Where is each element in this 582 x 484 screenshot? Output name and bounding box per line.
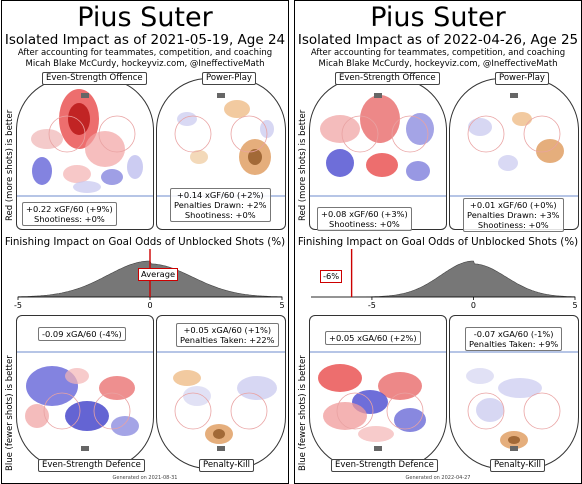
credit-line-2: Micah Blake McCurdy, hockeyviz.com, @Ine… bbox=[25, 59, 265, 69]
power-play-stat: +0.14 xGF/60 (+2%) Penalties Drawn: +2% Sh… bbox=[170, 188, 271, 222]
ev-offence-rink bbox=[309, 78, 447, 230]
ev-offence-label: Even-Strength Offence bbox=[335, 72, 440, 85]
penalty-kill-heatmap bbox=[157, 351, 285, 451]
ev-offence-stat: +0.08 xGF/60 (+3%) Shootiness: +0% bbox=[317, 207, 412, 231]
power-play-label: Power-Play bbox=[202, 72, 256, 85]
power-play-label: Power-Play bbox=[495, 72, 549, 85]
player-name: Pius Suter bbox=[370, 2, 506, 33]
ev-defence-label: Even-Strength Defence bbox=[331, 459, 438, 472]
ev-defence-heatmap bbox=[310, 351, 446, 451]
credit-line-2: Micah Blake McCurdy, hockeyviz.com, @Ine… bbox=[318, 59, 558, 69]
player-name: Pius Suter bbox=[77, 2, 213, 33]
generated-note: Generated on 2022-04-27 bbox=[405, 475, 471, 481]
card-2022: Pius Suter Isolated Impact as of 2022-04… bbox=[294, 0, 582, 484]
power-play-heatmap bbox=[450, 93, 578, 197]
ev-offence-heatmap bbox=[310, 93, 446, 197]
finishing-marker-label: -6% bbox=[320, 270, 343, 283]
finishing-marker-label: Average bbox=[138, 268, 179, 281]
credit-line-1: After accounting for teammates, competit… bbox=[310, 48, 566, 58]
density-area bbox=[311, 260, 576, 298]
y-label-bottom: Blue (fewer shots) is better bbox=[5, 355, 15, 471]
finishing-title: Finishing Impact on Goal Odds of Unblock… bbox=[4, 236, 286, 248]
ev-defence-label: Even-Strength Defence bbox=[38, 459, 145, 472]
finishing-distribution-chart: -5 0 5 bbox=[311, 249, 578, 309]
x-tick-label: -5 bbox=[14, 301, 22, 309]
y-label-bottom: Blue (fewer shots) is better bbox=[298, 355, 308, 471]
y-label-top: Red (more shots) is better bbox=[5, 109, 15, 221]
x-tick-label: -5 bbox=[368, 301, 376, 309]
ev-defence-stat: -0.09 xGA/60 (-4%) bbox=[38, 327, 126, 341]
impact-subtitle: Isolated Impact as of 2021-05-19, Age 24 bbox=[4, 32, 286, 48]
card-2021: Pius Suter Isolated Impact as of 2021-05… bbox=[1, 0, 289, 484]
y-label-top: Red (more shots) is better bbox=[298, 109, 308, 221]
penalty-kill-stat: -0.07 xGA/60 (-1%) Penalties Taken: +9% bbox=[465, 327, 563, 351]
x-tick-label: 0 bbox=[147, 301, 152, 309]
ev-defence-stat: +0.05 xGA/60 (+2%) bbox=[325, 331, 421, 345]
x-tick-label: 5 bbox=[279, 301, 284, 309]
x-tick-label: 0 bbox=[471, 301, 476, 309]
impact-subtitle: Isolated Impact as of 2022-04-26, Age 25 bbox=[297, 32, 579, 48]
ev-offence-label: Even-Strength Offence bbox=[42, 72, 147, 85]
credit-line-1: After accounting for teammates, competit… bbox=[17, 48, 273, 58]
penalty-kill-label: Penalty-Kill bbox=[490, 459, 545, 472]
generated-note: Generated on 2021-08-31 bbox=[112, 475, 178, 481]
ev-offence-heatmap bbox=[17, 89, 153, 197]
finishing-title: Finishing Impact on Goal Odds of Unblock… bbox=[297, 236, 579, 248]
x-tick-label: 5 bbox=[572, 301, 577, 309]
ev-defence-heatmap bbox=[17, 351, 153, 451]
penalty-kill-heatmap bbox=[450, 351, 578, 451]
penalty-kill-stat: +0.05 xGA/60 (+1%) Penalties Taken: +22% bbox=[176, 323, 279, 347]
penalty-kill-label: Penalty-Kill bbox=[199, 459, 254, 472]
power-play-stat: +0.01 xGF/60 (+0%) Penalties Drawn: +3% Sh… bbox=[463, 198, 564, 232]
ev-offence-stat: +0.22 xGF/60 (+9%) Shootiness: +0% bbox=[22, 202, 117, 226]
